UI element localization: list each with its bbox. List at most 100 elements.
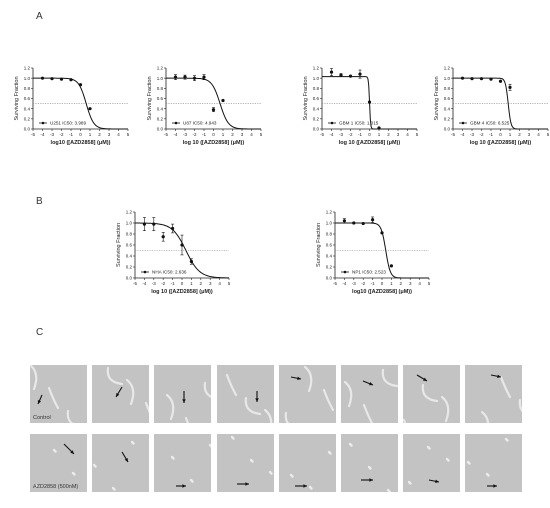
cell-body xyxy=(130,440,135,445)
data-point xyxy=(460,76,465,80)
data-point xyxy=(479,77,484,81)
dose-response-figure: 0.0 0.2 0.4 0.6 0.8 1.0 1.2 -5 -4 -3 -2 -1 0 1 2 3 4 5 Sur… xyxy=(14,66,550,295)
x-tick-label: -2 xyxy=(59,132,63,137)
cell-body xyxy=(30,365,38,391)
arrowhead xyxy=(244,482,249,486)
y-tick-label: 1.0 xyxy=(326,221,333,226)
arrowhead xyxy=(182,484,187,488)
panel-label-b: B xyxy=(36,196,43,207)
x-tick-label: 1 xyxy=(378,132,381,137)
data-point xyxy=(88,107,92,111)
cell-body xyxy=(106,366,124,386)
fit-curve xyxy=(166,77,261,130)
x-tick-label: 0 xyxy=(212,132,215,137)
chart-6: 0.0 0.2 0.4 0.6 0.8 1.0 1.2 -5 -4 -3 -2 -1 0 1 2 3 4 5 Sur… xyxy=(316,210,431,295)
y-axis-label: Surviving Fraction xyxy=(303,76,309,120)
x-tick-label: 5 xyxy=(428,281,431,286)
y-tick-label: 0.8 xyxy=(326,232,333,237)
cell-body xyxy=(519,398,523,413)
x-tick-label: -2 xyxy=(361,281,365,286)
y-tick-label: 1.2 xyxy=(444,66,451,71)
x-tick-label: -5 xyxy=(320,132,324,137)
x-tick-label: 0 xyxy=(79,132,82,137)
data-point xyxy=(142,222,146,226)
cell-body xyxy=(426,445,431,450)
data-point xyxy=(380,231,384,235)
x-tick-label: 0 xyxy=(381,281,384,286)
y-tick-label: 0.6 xyxy=(24,96,31,101)
y-tick-label: 0.4 xyxy=(157,106,164,111)
data-point xyxy=(371,218,375,222)
cell-body xyxy=(303,365,313,393)
micrograph-control-3 xyxy=(154,365,212,423)
y-tick-label: 1.0 xyxy=(313,76,320,81)
x-axis-label: log 10 ([AZD2858] (μM)) xyxy=(183,140,245,146)
cell-body xyxy=(407,480,412,485)
micrograph-control-2 xyxy=(92,365,150,423)
data-point xyxy=(389,264,393,268)
cell-body xyxy=(268,470,273,475)
x-tick-label: -1 xyxy=(202,132,206,137)
y-tick-label: 0.6 xyxy=(157,96,164,101)
x-tick-label: 0 xyxy=(499,132,502,137)
cell-body xyxy=(367,465,372,470)
data-point xyxy=(189,259,193,264)
y-tick-label: 1.0 xyxy=(444,76,451,81)
chart-3: 0.0 0.2 0.4 0.6 0.8 1.0 1.2 -5 -4 -3 -2 -1 0 1 2 3 4 5 Sur… xyxy=(303,66,419,146)
cell-body xyxy=(467,460,472,465)
x-tick-label: 2 xyxy=(200,281,203,286)
cell-body xyxy=(47,386,60,410)
arrowhead xyxy=(303,484,307,488)
x-tick-label: 4 xyxy=(406,132,409,137)
arrowhead xyxy=(497,374,502,378)
y-tick-label: 1.0 xyxy=(24,76,31,81)
x-tick-label: -2 xyxy=(348,132,352,137)
data-point xyxy=(50,77,54,81)
legend-marker xyxy=(461,121,465,125)
micrograph-azd2858-2 xyxy=(92,434,150,492)
legend-marker xyxy=(343,270,347,274)
x-tick-label: 3 xyxy=(241,132,244,137)
cell-body xyxy=(289,473,294,478)
x-tick-label: -1 xyxy=(358,132,362,137)
data-point xyxy=(202,75,206,79)
cell-body xyxy=(343,380,353,408)
cell-body xyxy=(166,393,175,421)
micrograph-azd2858-8 xyxy=(465,434,523,492)
fit-curve xyxy=(453,77,548,130)
cell-body xyxy=(185,416,190,423)
cell-body xyxy=(190,478,195,483)
x-tick-label: -5 xyxy=(451,132,455,137)
x-tick-label: 1 xyxy=(222,132,225,137)
y-tick-label: 1.2 xyxy=(326,210,333,215)
cell-body xyxy=(209,443,212,448)
x-tick-label: -3 xyxy=(152,281,156,286)
x-tick-label: 1 xyxy=(89,132,92,137)
data-point xyxy=(329,70,334,74)
cell-body xyxy=(327,450,332,455)
arrowhead xyxy=(493,484,498,488)
micrograph-azd2858-7 xyxy=(403,434,461,492)
y-tick-label: 0.4 xyxy=(24,106,31,111)
x-tick-label: -4 xyxy=(460,132,464,137)
y-tick-label: 1.2 xyxy=(24,66,31,71)
chart-5: 0.0 0.2 0.4 0.6 0.8 1.0 1.2 -5 -4 -3 -2 -1 0 1 2 3 4 5 Sur… xyxy=(116,210,231,295)
arrowhead xyxy=(369,478,373,482)
x-tick-label: -1 xyxy=(489,132,493,137)
legend-label: U87 IC50: 4.943 xyxy=(183,121,217,126)
micrograph-control-1: Control xyxy=(30,365,87,423)
y-tick-label: 0.2 xyxy=(24,116,31,121)
y-axis-label: Surviving Fraction xyxy=(14,76,20,120)
arrowhead xyxy=(423,377,428,381)
cell-body xyxy=(33,483,38,488)
arrowhead xyxy=(435,479,440,483)
cell-body xyxy=(505,437,510,442)
data-point xyxy=(342,219,346,223)
data-point xyxy=(489,77,493,81)
y-tick-label: 0.2 xyxy=(313,116,320,121)
row-label: AZD2858 (500nM) xyxy=(33,484,79,490)
x-axis-label: log10 ([AZD2858] (μM)) xyxy=(352,289,412,295)
cell-body xyxy=(204,381,212,398)
y-tick-label: 0.4 xyxy=(126,254,133,259)
y-tick-label: 0.0 xyxy=(326,276,333,281)
